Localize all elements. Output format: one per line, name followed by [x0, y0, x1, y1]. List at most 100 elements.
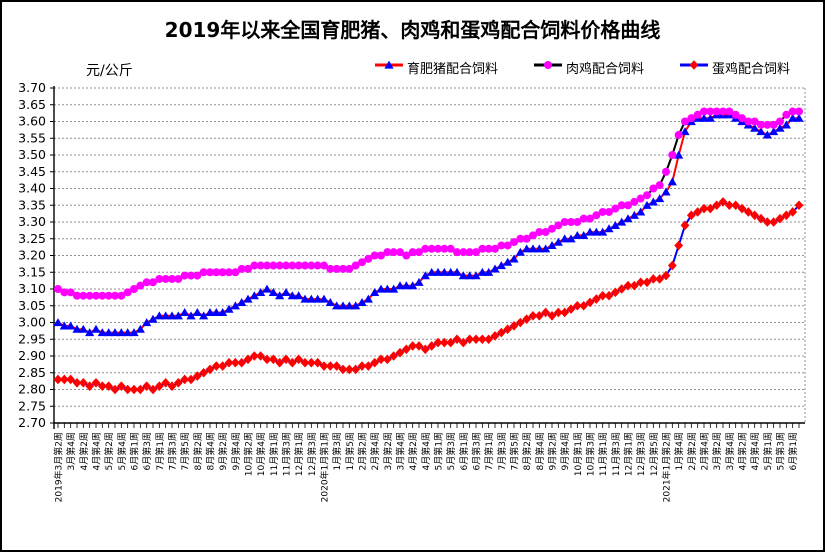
circle-marker [592, 211, 601, 220]
diamond-marker [72, 378, 82, 388]
circle-marker [491, 244, 499, 253]
diamond-marker [534, 311, 544, 321]
circle-marker [573, 218, 582, 226]
circle-marker [421, 244, 430, 253]
triangle-marker [465, 271, 475, 280]
circle-marker [567, 218, 575, 226]
circle-marker [649, 184, 658, 193]
legend-item-pig: 育肥猪配合饲料 [374, 57, 498, 77]
diamond-marker [154, 381, 164, 391]
circle-marker [788, 107, 797, 116]
legend-label-pig: 育肥猪配合饲料 [407, 61, 499, 77]
triangle-marker [199, 311, 209, 320]
diamond-marker [680, 220, 690, 231]
x-tick-label: 5月第4周 [116, 432, 128, 470]
y-tick-label: 3.10 [18, 281, 46, 296]
triangle-marker [655, 194, 665, 203]
circle-marker [231, 268, 240, 277]
triangle-marker [363, 294, 373, 303]
circle-marker [377, 251, 385, 260]
circle-marker [282, 261, 290, 270]
diamond-marker [370, 357, 380, 368]
diamond-marker [705, 203, 715, 214]
circle-marker [66, 288, 75, 297]
diamond-marker [249, 351, 259, 361]
x-tick-label: 2021年1月第2周 [661, 432, 673, 502]
circle-marker [662, 167, 670, 176]
diamond-marker [319, 361, 329, 371]
triangle-marker [484, 267, 494, 276]
diamond-marker [496, 327, 506, 338]
diamond-marker [750, 210, 760, 221]
y-tick-label: 3.40 [18, 181, 46, 196]
triangle-marker [262, 284, 272, 293]
circle-marker [440, 244, 449, 253]
triangle-marker [534, 244, 544, 253]
circle-marker [674, 130, 683, 139]
triangle-marker [237, 298, 247, 306]
triangle-marker [300, 294, 310, 303]
circle-marker [738, 114, 746, 123]
y-tick-label: 2.70 [18, 415, 46, 430]
circle-marker [453, 248, 461, 257]
circle-marker [256, 261, 265, 270]
triangle-marker [794, 113, 804, 122]
circle-marker [795, 107, 803, 116]
circle-marker [104, 291, 113, 300]
triangle-marker [129, 328, 139, 337]
x-tick-label: 2月第2周 [686, 432, 698, 470]
diamond-marker [528, 311, 538, 321]
circle-marker [763, 120, 772, 129]
y-tick-label: 3.70 [18, 80, 46, 95]
triangle-marker [186, 311, 196, 320]
diamond-marker [515, 317, 525, 328]
y-axis-unit-label: 元/公斤 [86, 63, 133, 79]
triangle-marker [775, 123, 785, 132]
y-tick-label: 3.05 [18, 298, 46, 313]
triangle-marker [528, 244, 538, 253]
triangle-marker [515, 247, 525, 256]
diamond-marker [230, 357, 240, 368]
y-tick-label: 2.80 [18, 382, 46, 397]
circle-marker [345, 264, 354, 273]
y-tick-label: 2.95 [18, 331, 46, 346]
x-tick-label: 7月第5周 [509, 432, 521, 470]
diamond-marker [224, 357, 234, 368]
x-tick-label: 2月第4周 [369, 432, 381, 470]
triangle-marker [762, 130, 772, 139]
triangle-marker [503, 257, 513, 266]
triangle-marker [268, 287, 278, 296]
triangle-marker [610, 220, 620, 229]
x-tick-label: 1月第4周 [673, 432, 685, 470]
diamond-marker [287, 357, 297, 368]
circle-marker [668, 151, 677, 159]
triangle-marker [161, 311, 171, 320]
circle-marker [700, 107, 708, 116]
x-tick-label: 7月第1周 [154, 432, 166, 470]
triangle-marker [294, 291, 304, 300]
diamond-marker [642, 277, 652, 288]
circle-marker [782, 110, 791, 119]
triangle-marker [97, 328, 107, 337]
circle-marker [529, 231, 537, 240]
diamond-marker [522, 314, 532, 324]
circle-marker [130, 285, 138, 293]
circle-marker [275, 261, 284, 270]
circle-marker [294, 261, 303, 270]
y-tick-label: 3.55 [18, 130, 46, 145]
circle-marker [244, 264, 252, 273]
triangle-marker [135, 324, 145, 333]
triangle-marker [623, 214, 633, 223]
circle-marker [655, 181, 664, 190]
diamond-marker [281, 354, 291, 365]
x-tick-label: 4月第2周 [407, 432, 419, 470]
circle-marker [744, 117, 753, 126]
y-tick-label: 3.15 [18, 264, 46, 279]
x-tick-label: 12月第5周 [648, 432, 660, 476]
circle-marker [643, 191, 651, 200]
triangle-marker [230, 301, 240, 310]
x-tick-label: 6月第1周 [787, 432, 799, 470]
triangle-marker [180, 308, 190, 317]
circle-marker [731, 110, 740, 119]
circle-marker [149, 278, 157, 287]
